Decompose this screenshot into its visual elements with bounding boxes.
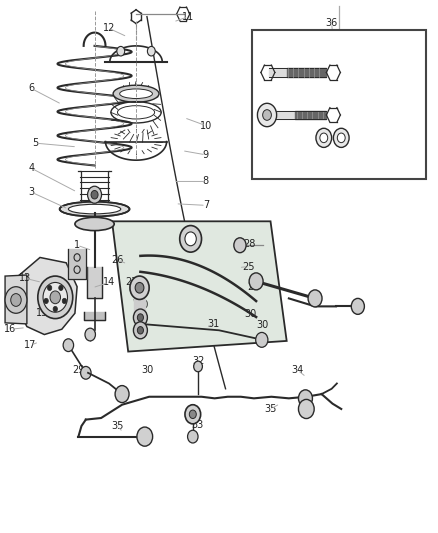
Circle shape xyxy=(185,405,201,424)
Circle shape xyxy=(234,238,246,253)
Text: 26: 26 xyxy=(112,255,124,265)
Circle shape xyxy=(308,290,322,307)
Circle shape xyxy=(333,128,349,148)
Polygon shape xyxy=(16,257,77,335)
Text: 3: 3 xyxy=(28,187,34,197)
Circle shape xyxy=(137,427,152,446)
Circle shape xyxy=(138,314,144,321)
Text: 9: 9 xyxy=(203,150,209,160)
Text: 7: 7 xyxy=(203,200,209,211)
Circle shape xyxy=(337,133,345,143)
Circle shape xyxy=(53,306,57,312)
Circle shape xyxy=(134,309,148,326)
Circle shape xyxy=(187,430,198,443)
Text: 30: 30 xyxy=(244,309,257,319)
Text: 35: 35 xyxy=(264,404,277,414)
Text: 34: 34 xyxy=(291,365,304,375)
Text: 17: 17 xyxy=(24,340,36,350)
Circle shape xyxy=(316,128,332,148)
Ellipse shape xyxy=(60,201,130,216)
Polygon shape xyxy=(112,221,287,352)
Text: 20: 20 xyxy=(136,300,149,310)
Text: 22: 22 xyxy=(132,287,145,297)
Text: 12: 12 xyxy=(103,23,115,34)
Text: 19: 19 xyxy=(187,232,199,243)
Circle shape xyxy=(81,367,91,379)
Text: 27: 27 xyxy=(247,282,260,292)
Circle shape xyxy=(138,327,144,334)
Circle shape xyxy=(135,282,144,293)
Circle shape xyxy=(11,294,21,306)
Text: 36: 36 xyxy=(325,18,338,28)
Text: 33: 33 xyxy=(191,420,203,430)
Text: 14: 14 xyxy=(103,278,115,287)
FancyBboxPatch shape xyxy=(252,30,426,179)
Circle shape xyxy=(38,276,73,319)
Text: 13: 13 xyxy=(18,273,31,283)
Text: 30: 30 xyxy=(141,365,153,375)
Text: 4: 4 xyxy=(28,163,34,173)
Text: 21: 21 xyxy=(134,319,147,329)
Circle shape xyxy=(44,298,48,304)
Circle shape xyxy=(62,298,67,304)
Circle shape xyxy=(47,285,52,290)
Text: 1: 1 xyxy=(74,240,80,250)
Circle shape xyxy=(256,333,268,348)
Circle shape xyxy=(351,298,364,314)
Circle shape xyxy=(249,273,263,290)
Circle shape xyxy=(50,291,60,304)
Text: 23: 23 xyxy=(126,278,138,287)
Text: 28: 28 xyxy=(244,239,256,249)
Text: 16: 16 xyxy=(4,324,16,334)
Circle shape xyxy=(85,328,95,341)
Circle shape xyxy=(189,410,196,418)
Polygon shape xyxy=(5,275,27,324)
Text: 32: 32 xyxy=(192,356,204,366)
Circle shape xyxy=(91,190,98,199)
Circle shape xyxy=(63,339,74,352)
Ellipse shape xyxy=(68,204,121,214)
Text: 30: 30 xyxy=(257,320,269,330)
Text: 6: 6 xyxy=(28,83,34,93)
Circle shape xyxy=(298,399,314,418)
Text: 11: 11 xyxy=(182,12,194,22)
Text: 15: 15 xyxy=(36,308,48,318)
Circle shape xyxy=(134,322,148,339)
Circle shape xyxy=(59,285,63,290)
Circle shape xyxy=(185,232,196,246)
Circle shape xyxy=(117,46,125,56)
Text: 5: 5 xyxy=(32,138,39,148)
Text: 29: 29 xyxy=(72,365,85,375)
Circle shape xyxy=(148,46,155,56)
Ellipse shape xyxy=(113,85,159,102)
Circle shape xyxy=(180,225,201,252)
Circle shape xyxy=(258,103,277,127)
Circle shape xyxy=(115,385,129,402)
Ellipse shape xyxy=(120,89,152,99)
Circle shape xyxy=(43,282,67,312)
Circle shape xyxy=(5,287,27,313)
Text: 10: 10 xyxy=(200,120,212,131)
Circle shape xyxy=(263,110,272,120)
Circle shape xyxy=(298,390,312,407)
Circle shape xyxy=(130,276,149,300)
Text: 8: 8 xyxy=(203,176,209,187)
Circle shape xyxy=(194,361,202,372)
Circle shape xyxy=(88,186,102,203)
Ellipse shape xyxy=(75,217,114,231)
Circle shape xyxy=(320,133,328,143)
Text: 30: 30 xyxy=(84,329,96,340)
Text: 31: 31 xyxy=(208,319,220,329)
Text: 35: 35 xyxy=(112,421,124,431)
Text: 25: 25 xyxy=(243,262,255,271)
